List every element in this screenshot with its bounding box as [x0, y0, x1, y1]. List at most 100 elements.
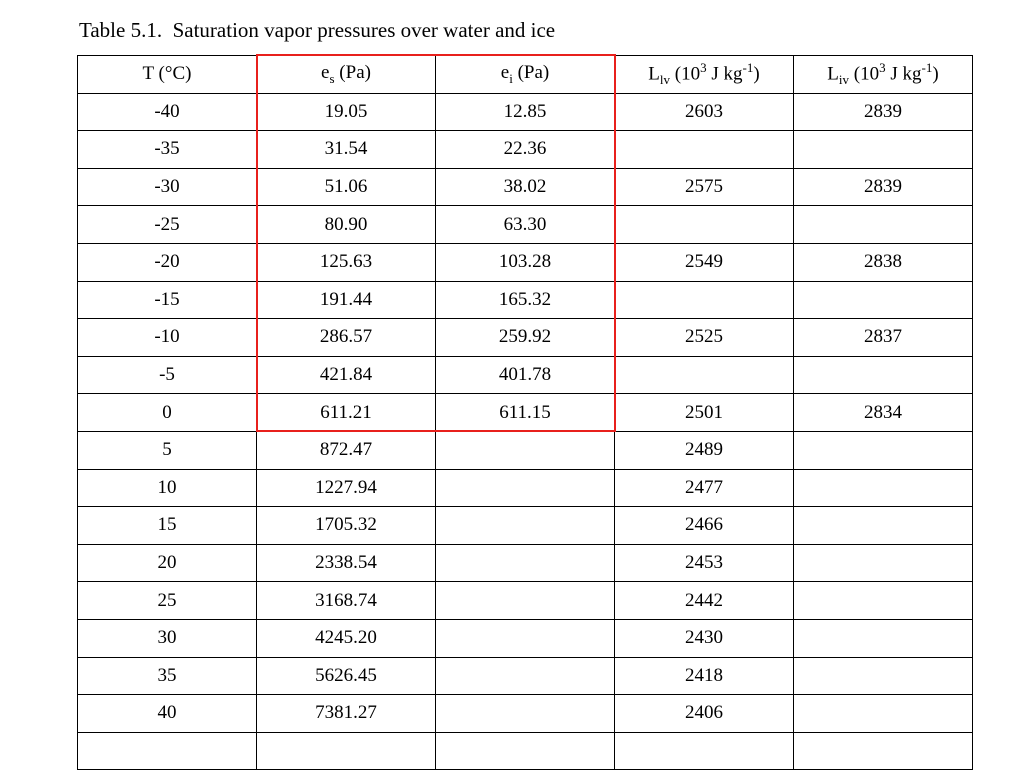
table-cell: 2501 [614, 393, 794, 432]
cell-text: 872.47 [319, 439, 373, 461]
header-cell: Llv (103 J kg-1) [614, 55, 794, 94]
cell-text: 401.78 [498, 364, 552, 386]
table-cell: 5 [77, 430, 257, 470]
table-row: -10 286.57 259.92 2525 2837 [77, 318, 973, 357]
header-text: s [329, 70, 335, 86]
header-cell: es (Pa) [256, 55, 436, 94]
cell-text: 31.54 [324, 138, 368, 160]
cell-text: 7381.27 [315, 702, 377, 724]
table-cell: -30 [77, 167, 257, 207]
header-text: 3 [879, 60, 886, 76]
cell-text: 12.85 [503, 100, 547, 122]
table-cell [793, 694, 973, 733]
table-cell: 4245.20 [256, 618, 436, 658]
cell-text: 2549 [685, 251, 723, 273]
table-row: -20 125.63 103.28 2549 2838 [77, 242, 973, 282]
table-cell [793, 618, 973, 658]
header-text: J kg [706, 63, 743, 85]
cell-text: 259.92 [498, 326, 552, 348]
table-row: -30 51.06 38.02 2575 2839 [77, 167, 973, 207]
table-row: 15 1705.32 2466 [77, 506, 973, 545]
table-cell [614, 355, 794, 395]
header-text: (10 [849, 63, 880, 85]
cell-text: 0 [162, 401, 172, 423]
table-row: -25 80.90 63.30 [77, 205, 973, 244]
cell-text: 2575 [685, 176, 723, 198]
cell-text: 2838 [864, 251, 902, 273]
table-cell: 2834 [793, 393, 973, 432]
table-cell [435, 618, 615, 658]
cell-text: 5626.45 [315, 664, 377, 686]
cell-text: 2466 [685, 514, 723, 536]
table-cell: 2838 [793, 242, 973, 282]
header-cell: Liv (103 J kg-1) [793, 55, 973, 94]
table-row: -40 19.05 12.85 2603 2839 [77, 92, 973, 132]
cell-text: 165.32 [498, 288, 552, 310]
cell-text: 2489 [685, 439, 723, 461]
table-cell: 191.44 [256, 280, 436, 320]
table-cell: 3168.74 [256, 581, 436, 620]
table-cell: 51.06 [256, 167, 436, 207]
table-cell [435, 543, 615, 583]
cell-text: 19.05 [324, 100, 368, 122]
cell-text: 2442 [685, 589, 723, 611]
cell-text: 10 [157, 476, 177, 498]
table-cell: 2837 [793, 318, 973, 357]
table-cell: 2603 [614, 92, 794, 132]
table-cell: 2839 [793, 92, 973, 132]
header-text: -1 [742, 60, 754, 76]
table-cell [614, 130, 794, 169]
cell-text: 2338.54 [315, 552, 377, 574]
table-cell: 2549 [614, 242, 794, 282]
table-cell: 25 [77, 581, 257, 620]
cell-text: 611.21 [320, 401, 372, 423]
table-cell: 7381.27 [256, 694, 436, 733]
cell-text: 611.15 [499, 401, 551, 423]
table-cell [435, 430, 615, 470]
table-cell [793, 581, 973, 620]
header-text: (Pa) [512, 61, 550, 83]
table-cell [435, 694, 615, 733]
table-cell: 19.05 [256, 92, 436, 132]
table-cell: 5626.45 [256, 656, 436, 696]
cell-text: 2501 [685, 401, 723, 423]
table-cell [77, 731, 257, 770]
header-text: T (°C) [142, 63, 192, 85]
table-cell: 10 [77, 468, 257, 508]
cell-text: 125.63 [319, 251, 373, 273]
table-row: 25 3168.74 2442 [77, 581, 973, 620]
table-cell: 2489 [614, 430, 794, 470]
cell-text: -40 [154, 100, 180, 122]
table-cell: 38.02 [435, 167, 615, 207]
table-row: 35 5626.45 2418 [77, 656, 973, 696]
table-cell: 15 [77, 506, 257, 545]
cell-text: -20 [154, 251, 180, 273]
cell-text: 4245.20 [315, 627, 377, 649]
table-cell: 80.90 [256, 205, 436, 244]
table-cell: 125.63 [256, 242, 436, 282]
table-cell [793, 543, 973, 583]
table-cell: 2430 [614, 618, 794, 658]
cell-text: 40 [157, 702, 177, 724]
table-cell: 872.47 [256, 430, 436, 470]
table-cell: 2477 [614, 468, 794, 508]
data-table: T (°C) es (Pa) ei (Pa) Llv (103 J kg-1) Liv … [77, 55, 973, 770]
table-cell [256, 731, 436, 770]
cell-text: -5 [159, 364, 175, 386]
table-cell [793, 506, 973, 545]
table-cell [793, 468, 973, 508]
table-cell: 2466 [614, 506, 794, 545]
header-text: ) [932, 63, 939, 85]
header-text: J kg [885, 63, 922, 85]
cell-text: 1227.94 [315, 476, 377, 498]
table-cell: -25 [77, 205, 257, 244]
cell-text: 22.36 [503, 138, 547, 160]
table-cell [793, 130, 973, 169]
cell-text: 80.90 [324, 213, 368, 235]
table-cell: 22.36 [435, 130, 615, 169]
table-cell: 40 [77, 694, 257, 733]
header-text: (Pa) [334, 61, 371, 83]
table-cell: 30 [77, 618, 257, 658]
cell-text: 25 [157, 589, 177, 611]
